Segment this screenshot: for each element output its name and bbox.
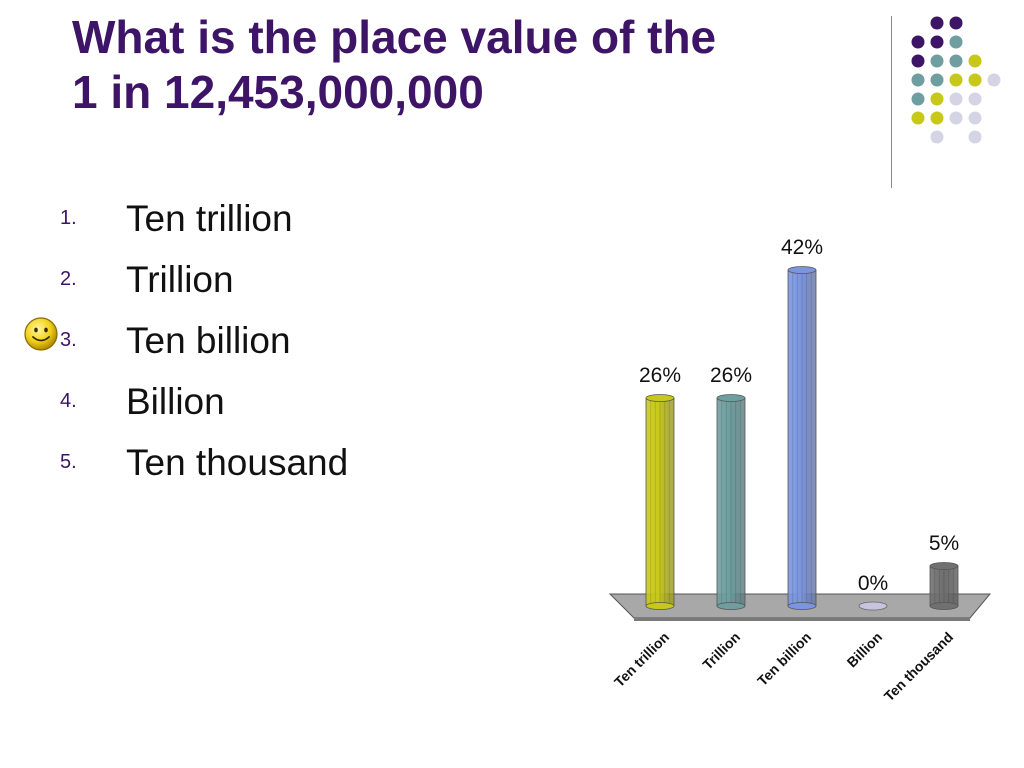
answer-option-1[interactable]: 1. Ten trillion <box>60 188 348 249</box>
decorative-dot <box>968 54 982 68</box>
category-label: Ten thousand <box>881 629 956 704</box>
answer-label: Ten thousand <box>126 441 349 483</box>
decorative-dot <box>968 130 982 144</box>
answer-label: Ten billion <box>126 319 291 361</box>
category-label: Billion <box>844 629 886 671</box>
answer-number: 3. <box>60 329 77 351</box>
bar-trillion <box>716 394 746 610</box>
category-label: Trillion <box>699 629 743 673</box>
data-label: 42% <box>781 236 823 259</box>
decorative-dot <box>968 73 982 87</box>
decorative-dot <box>930 35 944 49</box>
decorative-dot <box>930 54 944 68</box>
decorative-dot <box>949 54 963 68</box>
category-label: Ten billion <box>754 629 814 689</box>
answer-number: 5. <box>60 451 77 473</box>
decorative-dot <box>930 16 944 30</box>
decorative-dot <box>911 111 925 125</box>
decorative-dot <box>930 130 944 144</box>
answer-option-5[interactable]: 5. Ten thousand <box>60 432 348 493</box>
decorative-dot <box>987 73 1001 87</box>
decorative-dot <box>911 35 925 49</box>
decorative-dot <box>949 73 963 87</box>
decorative-dot <box>911 92 925 106</box>
question-title: What is the place value of the 1 in 12,4… <box>72 10 872 120</box>
smiley-face-icon <box>24 317 58 351</box>
answer-option-3[interactable]: 3. Ten billion <box>60 310 348 371</box>
answer-list: 1. Ten trillion 2. Trillion 3. Ten billi… <box>60 188 348 493</box>
response-bar-chart: 26% 26% 42% 0% 5% Ten trillion Trillion Ten bi… <box>608 236 992 704</box>
bar-ten-thousand <box>929 562 959 610</box>
answer-number: 1. <box>60 207 77 229</box>
decorative-dot <box>968 92 982 106</box>
decorative-dot <box>930 111 944 125</box>
data-label: 5% <box>929 532 959 555</box>
decorative-dot <box>911 73 925 87</box>
decorative-dot <box>911 54 925 68</box>
answer-number: 2. <box>60 268 77 290</box>
data-label: 0% <box>858 572 888 595</box>
data-label: 26% <box>710 364 752 387</box>
answer-label: Billion <box>126 380 225 422</box>
bar-ten-trillion <box>645 394 675 610</box>
decorative-dot <box>949 111 963 125</box>
decorative-dot <box>930 73 944 87</box>
question-line-1: What is the place value of the <box>72 11 717 63</box>
decorative-dot <box>949 16 963 30</box>
question-line-2: 1 in 12,453,000,000 <box>72 66 484 118</box>
bar-billion <box>858 601 888 611</box>
decorative-dot <box>949 35 963 49</box>
answer-option-4[interactable]: 4. Billion <box>60 371 348 432</box>
bar-ten-billion <box>787 266 817 610</box>
answer-label: Trillion <box>126 258 234 300</box>
category-label: Ten trillion <box>611 629 672 690</box>
answer-label: Ten trillion <box>126 197 293 239</box>
data-label: 26% <box>639 364 681 387</box>
answer-option-2[interactable]: 2. Trillion <box>60 249 348 310</box>
answer-number: 4. <box>60 390 77 412</box>
decorative-dot <box>949 92 963 106</box>
decorative-dot <box>968 111 982 125</box>
decorative-divider <box>891 16 892 188</box>
decorative-dot <box>930 92 944 106</box>
